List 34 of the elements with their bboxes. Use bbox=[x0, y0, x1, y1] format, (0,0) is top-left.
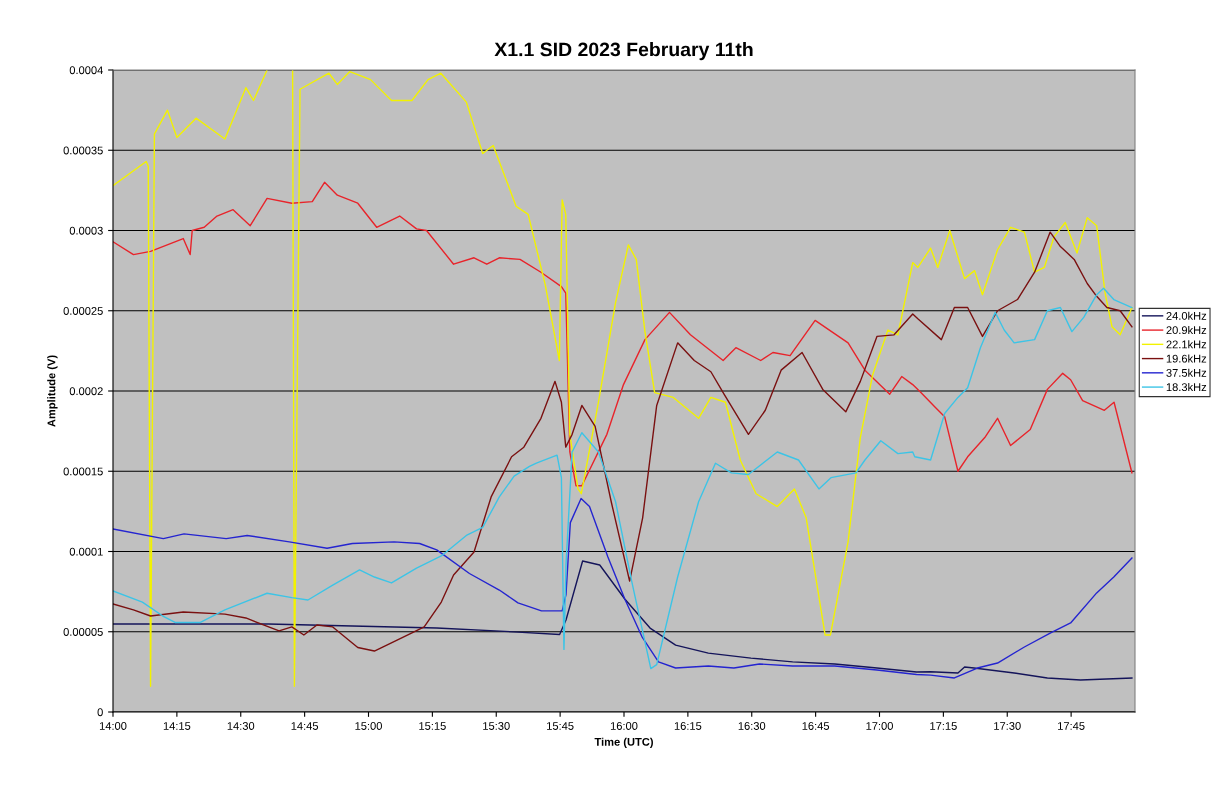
x-tick-label: 16:45 bbox=[802, 722, 830, 730]
x-tick-label: 16:30 bbox=[738, 722, 766, 730]
y-tick-label: 0.00015 bbox=[63, 467, 103, 476]
legend-label: 24.0kHz bbox=[1166, 311, 1207, 320]
x-tick-label: 15:30 bbox=[483, 722, 510, 730]
legend-label: 20.9kHz bbox=[1166, 325, 1207, 335]
x-tick-label: 14:30 bbox=[227, 722, 255, 730]
y-tick-label: 0.0003 bbox=[69, 226, 103, 235]
x-tick-label: 17:00 bbox=[866, 722, 893, 730]
x-tick-label: 17:15 bbox=[930, 722, 957, 730]
x-tick-label: 15:45 bbox=[547, 722, 574, 730]
x-tick-label: 16:15 bbox=[674, 722, 702, 730]
x-tick-label: 17:45 bbox=[1058, 722, 1085, 730]
x-tick-label: 15:00 bbox=[355, 722, 382, 730]
x-tick-label: 16:00 bbox=[610, 722, 638, 730]
legend-label: 22.1kHz bbox=[1166, 340, 1207, 349]
x-tick-label: 14:15 bbox=[163, 722, 191, 730]
y-tick-label: 0.00025 bbox=[63, 307, 103, 315]
y-tick-label: 0.0001 bbox=[69, 547, 103, 556]
y-tick-label: 0.00035 bbox=[63, 146, 103, 155]
y-tick-label: 0.00005 bbox=[63, 628, 103, 636]
y-axis-title: Amplitude (V) bbox=[47, 355, 58, 427]
chart-title: X1.1 SID 2023 February 11th bbox=[494, 42, 753, 61]
x-tick-label: 17:30 bbox=[994, 722, 1021, 730]
x-tick-label: 14:00 bbox=[99, 722, 127, 730]
x-axis-title: Time (UTC) bbox=[594, 737, 653, 748]
x-tick-label: 14:45 bbox=[291, 722, 319, 730]
y-tick-label: 0.0004 bbox=[69, 66, 103, 75]
y-tick-label: 0 bbox=[97, 708, 103, 717]
y-tick-label: 0.0002 bbox=[69, 387, 103, 396]
legend-label: 18.3kHz bbox=[1166, 382, 1207, 392]
legend-label: 37.5kHz bbox=[1166, 368, 1207, 377]
legend-label: 19.6kHz bbox=[1166, 354, 1207, 363]
x-tick-label: 15:15 bbox=[419, 722, 446, 730]
